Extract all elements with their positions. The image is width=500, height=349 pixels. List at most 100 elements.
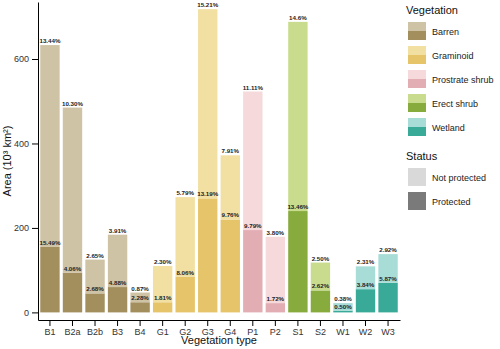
share-label: 13.44% xyxy=(39,37,60,44)
x-tick-label: S2 xyxy=(315,327,326,337)
x-tick: S1 xyxy=(292,320,303,337)
bar-segment xyxy=(378,283,397,313)
y-tick-mark xyxy=(32,59,38,60)
x-tick-label: B2a xyxy=(64,327,80,337)
x-tick-mark xyxy=(207,320,208,326)
x-tick-mark xyxy=(252,320,253,326)
legend-label: Wetland xyxy=(432,123,465,133)
bar-segment xyxy=(221,155,240,219)
legend-title: Status xyxy=(406,150,438,162)
share-label: 5.79% xyxy=(176,189,194,196)
legend-swatch xyxy=(408,55,426,64)
bar-segment xyxy=(198,9,217,198)
x-tick-mark xyxy=(230,320,231,326)
bar-segment xyxy=(311,290,330,312)
bar-segment xyxy=(378,254,397,283)
x-tick-mark xyxy=(117,320,118,326)
x-tick-mark xyxy=(275,320,276,326)
x-tick-label: G1 xyxy=(157,327,169,337)
share-label: 0.38% xyxy=(334,295,352,302)
legend-item: Protected xyxy=(408,192,471,210)
x-tick: B2b xyxy=(87,320,103,337)
bar-segment xyxy=(288,22,307,211)
bar-segment xyxy=(243,230,262,312)
legend-label: Graminoid xyxy=(432,51,474,61)
y-tick-label: 0 xyxy=(24,308,29,318)
legend-swatch xyxy=(408,118,426,127)
x-tick: B1 xyxy=(44,320,55,337)
bar-segment xyxy=(108,235,127,287)
x-tick: B4 xyxy=(135,320,146,337)
y-axis-title: Area (10³ km²) xyxy=(1,126,13,197)
x-tick: W1 xyxy=(336,320,350,337)
legend-item: Not protected xyxy=(408,168,486,186)
bar-segment xyxy=(85,293,104,312)
x-axis-title: Vegetation type xyxy=(181,334,257,346)
share-label: 8.06% xyxy=(176,269,194,276)
x-tick-label: W3 xyxy=(381,327,395,337)
legend-label: Barren xyxy=(432,27,459,37)
legend-swatch xyxy=(408,168,426,186)
x-tick-label: B1 xyxy=(44,327,55,337)
y-axis: 0 200 400 600 xyxy=(14,3,39,321)
share-label: 2.50% xyxy=(312,255,330,262)
y-tick-label: 200 xyxy=(14,223,29,233)
x-tick-mark xyxy=(72,320,73,326)
x-tick-mark xyxy=(365,320,366,326)
x-tick-mark xyxy=(95,320,96,326)
bar-segment xyxy=(40,45,59,247)
legend-swatch xyxy=(408,192,426,210)
legend-label: Protected xyxy=(432,197,471,207)
share-label: 13.46% xyxy=(287,203,308,210)
chart: 15.49%13.44%4.06%10.30%2.68%2.65%4.88%3.… xyxy=(0,0,500,349)
y-tick: 600 xyxy=(14,54,38,64)
x-tick-mark xyxy=(185,320,186,326)
share-label: 9.79% xyxy=(244,222,262,229)
share-labels: 15.49%13.44%4.06%10.30%2.68%2.65%4.88%3.… xyxy=(39,1,397,310)
x-tick: B3 xyxy=(112,320,123,337)
bar-segment xyxy=(130,302,149,312)
bars xyxy=(40,9,397,312)
x-tick: W3 xyxy=(381,320,395,337)
y-tick-mark xyxy=(32,312,38,313)
share-label: 3.80% xyxy=(267,229,285,236)
share-label: 14.6% xyxy=(289,14,307,21)
bar-segment xyxy=(153,302,172,312)
legend-swatch xyxy=(408,103,426,112)
share-label: 9.76% xyxy=(221,211,239,218)
bar-segment xyxy=(85,260,104,294)
share-label: 7.91% xyxy=(221,147,239,154)
legend-swatch xyxy=(408,46,426,55)
share-label: 10.30% xyxy=(62,100,83,107)
share-label: 1.72% xyxy=(267,295,285,302)
x-tick-mark xyxy=(342,320,343,326)
share-label: 1.81% xyxy=(154,294,172,301)
x-tick-mark xyxy=(320,320,321,326)
share-label: 3.91% xyxy=(109,227,127,234)
x-tick: G1 xyxy=(157,320,169,337)
bar-segment xyxy=(198,198,217,312)
share-label: 0.87% xyxy=(131,285,149,292)
share-label: 4.06% xyxy=(64,265,82,272)
bar-segment xyxy=(221,219,240,312)
x-tick-label: W2 xyxy=(359,327,373,337)
y-tick: 200 xyxy=(14,223,38,233)
legend-swatch xyxy=(408,70,426,79)
x-tick-label: B2b xyxy=(87,327,103,337)
x-tick-label: S1 xyxy=(292,327,303,337)
x-tick: B2a xyxy=(64,320,80,337)
share-label: 2.30% xyxy=(154,258,172,265)
bar-segment xyxy=(175,277,194,313)
share-label: 4.88% xyxy=(109,279,127,286)
x-axis-line xyxy=(39,320,401,321)
bar-segment xyxy=(311,263,330,291)
share-label: 15.49% xyxy=(39,239,60,246)
x-tick-mark xyxy=(49,320,50,326)
legend-title: Vegetation xyxy=(406,4,458,16)
legend-label: Erect shrub xyxy=(432,99,478,109)
legend-swatch xyxy=(408,31,426,40)
share-label: 2.62% xyxy=(312,282,330,289)
legend-item: Wetland xyxy=(408,118,465,136)
bar-segment xyxy=(108,287,127,312)
y-tick-label: 400 xyxy=(14,139,29,149)
